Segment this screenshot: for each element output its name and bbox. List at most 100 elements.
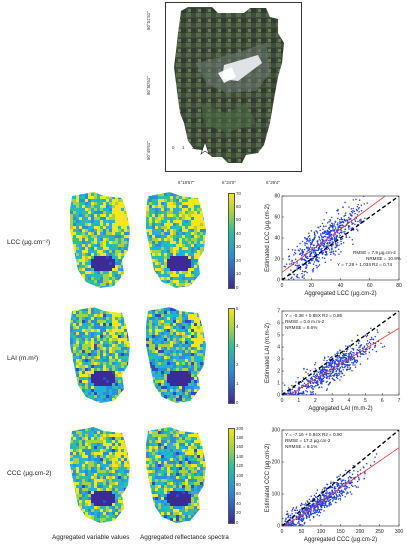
x-tick-label: 50: [299, 529, 305, 535]
data-point: [336, 483, 338, 486]
data-point: [303, 517, 305, 519]
y-axis-label: Estimated LCC (µg.cm-2): [265, 204, 271, 272]
data-point: [295, 512, 297, 514]
data-point: [356, 334, 359, 337]
data-point: [312, 382, 315, 384]
data-point: [332, 499, 335, 501]
data-point: [338, 253, 340, 255]
data-point: [325, 232, 328, 234]
data-point: [315, 257, 317, 259]
data-point: [324, 230, 327, 232]
data-point: [321, 504, 324, 507]
data-point: [299, 268, 302, 271]
data-point: [329, 371, 331, 373]
data-point: [330, 481, 332, 483]
data-point: [328, 505, 330, 507]
x-tick-label: 5: [364, 398, 367, 404]
data-point: [338, 374, 340, 376]
data-point: [312, 375, 314, 377]
data-point: [292, 506, 295, 509]
data-point: [341, 218, 343, 221]
data-point: [313, 375, 316, 378]
data-point: [316, 374, 319, 377]
data-point: [286, 510, 288, 513]
data-point: [329, 231, 331, 234]
data-point: [331, 225, 333, 228]
data-point: [343, 215, 345, 217]
data-point: [330, 373, 333, 375]
y-tick-label: 1: [277, 381, 280, 387]
x-tick-label: 6: [381, 398, 384, 404]
data-point: [326, 252, 328, 255]
colorbar-tick-label: 40: [236, 500, 241, 506]
data-point: [349, 368, 351, 371]
data-point: [297, 377, 299, 379]
data-point: [292, 278, 295, 280]
data-point: [359, 352, 362, 354]
data-point: [319, 229, 321, 232]
data-point: [326, 372, 328, 375]
data-point: [304, 270, 307, 273]
data-point: [317, 508, 319, 510]
data-point: [302, 503, 304, 506]
data-point: [314, 362, 317, 364]
data-point: [335, 370, 337, 373]
data-point: [388, 331, 390, 334]
data-point: [308, 249, 310, 252]
data-point: [334, 379, 336, 381]
data-point: [319, 504, 322, 507]
data-point: [296, 274, 299, 276]
data-point: [321, 382, 323, 385]
data-point: [364, 217, 366, 219]
data-point: [326, 388, 329, 390]
data-point: [334, 354, 336, 356]
data-point: [315, 258, 317, 261]
data-point: [301, 249, 303, 252]
data-point: [358, 199, 361, 201]
stats-text: Y = 7.28 + 1.03X: [337, 262, 371, 267]
data-point: [290, 269, 292, 271]
data-point: [321, 494, 324, 496]
data-point: [289, 516, 292, 519]
x-tick-label: 100: [317, 529, 326, 535]
data-point: [316, 500, 318, 502]
data-point: [285, 263, 288, 265]
data-point: [328, 221, 330, 223]
data-point: [366, 345, 369, 347]
data-point: [339, 497, 341, 500]
data-point: [377, 331, 379, 333]
data-point: [309, 239, 312, 241]
data-point: [343, 232, 346, 234]
data-point: [335, 237, 338, 240]
row-label-lcc: LCC (µg.cm⁻²): [7, 239, 51, 246]
stats-text: R2 = 0.85: [322, 313, 342, 318]
x-tick-label: 1: [297, 398, 300, 404]
stats-text: NRMSE = 6.1%: [285, 444, 317, 449]
data-point: [335, 242, 337, 245]
data-point: [331, 486, 334, 489]
data-point: [357, 203, 359, 206]
map-panel-lai-variable: [64, 305, 136, 405]
data-point: [336, 356, 338, 359]
data-point: [320, 382, 322, 385]
data-point: [332, 250, 335, 252]
data-point: [305, 259, 307, 262]
data-point: [356, 354, 359, 356]
data-point: [315, 492, 318, 494]
scale-bar-label-1: 1: [182, 145, 185, 150]
stats-text: NRMSE = 10.9%: [366, 256, 401, 261]
data-point: [317, 240, 319, 242]
data-point: [346, 486, 349, 488]
data-point: [323, 356, 326, 359]
overview-map-frame: [165, 2, 302, 172]
data-point: [283, 265, 286, 268]
data-point: [317, 242, 319, 245]
data-point: [359, 469, 362, 471]
lon-label-2: 6°24'0": [222, 180, 236, 185]
data-point: [342, 206, 344, 208]
column-label-variable: Aggregated variable values: [52, 534, 130, 541]
data-point: [314, 249, 316, 252]
data-point: [370, 327, 372, 330]
data-point: [326, 248, 328, 251]
data-point: [339, 494, 341, 497]
